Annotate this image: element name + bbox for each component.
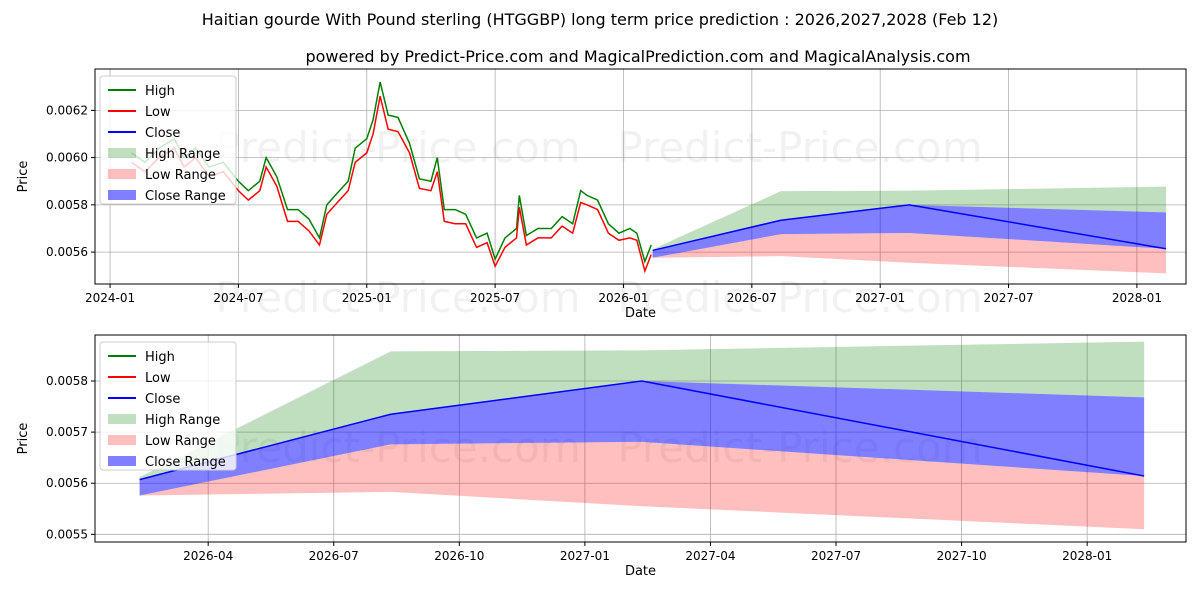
x-tick-label: 2026-04 [183,549,233,563]
close-series-line [652,204,1167,252]
legend-label: High [145,350,175,365]
plot-area [131,81,1167,274]
legend-label: Close [145,392,180,407]
chart-subtitle: powered by Predict-Price.com and Magical… [305,47,970,66]
legend-swatch-close-range [108,190,136,200]
x-tick-label: 2027-01 [560,549,610,563]
x-axis-label: Date [625,306,656,321]
x-tick-label: 2027-07 [983,291,1033,305]
x-tick-label: 2028-01 [1062,549,1112,563]
y-axis-label: Price [16,423,31,455]
low-series-line [131,95,652,274]
x-tick-label: 2024-07 [213,291,263,305]
high-range-band [139,341,1145,480]
y-axis-label: Price [16,161,31,193]
legend-label: Low [145,105,171,120]
legend: High Low Close High Range Low Range Close Ran… [99,341,237,471]
legend-label: Close Range [145,189,226,204]
legend-swatch-close-range [108,456,136,466]
x-tick-label: 2026-07 [727,291,777,305]
axes-frame [94,334,1187,543]
x-tick-label: 2028-01 [1112,291,1162,305]
y-tick-label: 0.0058 [46,374,88,388]
legend-label: Low Range [145,168,216,183]
watermark: Predict-Price.com [215,273,580,322]
legend: High Low Close High Range Low Range Close Ran… [99,75,237,205]
y-tick-label: 0.0056 [46,476,88,490]
x-tick-label: 2024-01 [85,291,135,305]
low-range-band [652,232,1167,274]
x-tick-label: 2027-04 [685,549,735,563]
y-tick-label: 0.0057 [46,425,88,439]
close-range-band [652,204,1167,258]
low-range-band [139,441,1145,530]
legend-swatch-low-range [108,435,136,445]
y-tick-label: 0.0060 [46,151,88,165]
watermark: Predict-Price.com [617,273,982,322]
legend-swatch-high-range [108,148,136,158]
x-tick-label: 2025-07 [470,291,520,305]
legend-label: Low [145,371,171,386]
y-tick-label: 0.0055 [46,527,88,541]
legend-box [99,341,237,471]
legend-label: Low Range [145,434,216,449]
x-tick-label: 2026-01 [598,291,648,305]
x-tick-label: 2025-01 [342,291,392,305]
high-range-band [652,186,1167,251]
y-tick-label: 0.0058 [46,198,88,212]
high-series-line [131,81,652,264]
x-tick-label: 2027-01 [855,291,905,305]
legend-label: High Range [145,413,220,428]
x-tick-label: 2027-07 [811,549,861,563]
legend-label: Close Range [145,455,226,470]
forecast-zoom-panel: 2026-04 2026-07 2026-10 2027-01 2027-04 2027-… [16,334,1187,579]
x-tick-label: 2026-10 [434,549,484,563]
plot-area [139,341,1145,530]
legend-label: High Range [145,147,220,162]
watermark: Predict-Price.com [617,123,982,172]
y-tick-label: 0.0062 [46,103,88,117]
legend-label: Close [145,126,180,141]
history-and-forecast-panel: 2024-01 2024-07 2025-01 2025-07 2026-01 2026-… [16,68,1187,321]
legend-box [99,75,237,205]
close-range-band [139,381,1145,496]
close-series-line [139,380,1145,481]
x-tick-label: 2027-10 [937,549,987,563]
y-tick-label: 0.0056 [46,245,88,259]
chart-title: Haitian gourde With Pound sterling (HTGG… [202,10,999,29]
x-tick-label: 2026-07 [309,549,359,563]
legend-swatch-low-range [108,169,136,179]
axes-frame [94,68,1187,285]
legend-label: High [145,84,175,99]
x-axis-label: Date [625,564,656,579]
legend-swatch-high-range [108,414,136,424]
